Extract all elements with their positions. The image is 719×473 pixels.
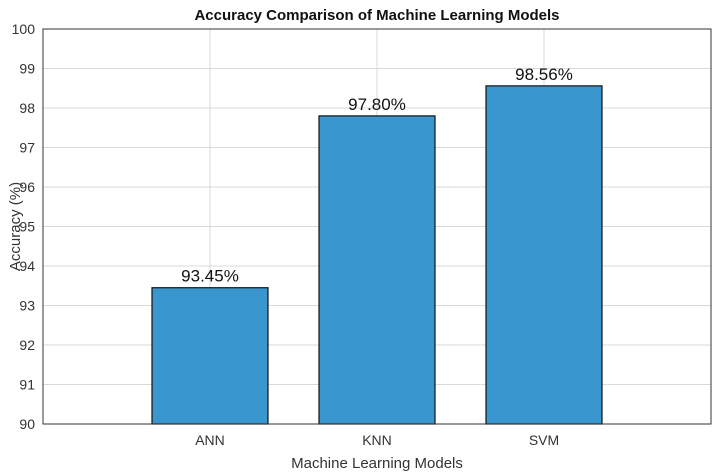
y-axis-label: Accuracy (%) bbox=[7, 182, 24, 271]
y-tick-label: 97 bbox=[19, 140, 35, 156]
data-label-ann: 93.45% bbox=[181, 267, 239, 286]
y-tick-label: 98 bbox=[19, 100, 35, 116]
labels-layer: 93.45% 97.80% 98.56% bbox=[181, 65, 573, 286]
y-tick-label: 95 bbox=[19, 219, 35, 235]
bar-ann bbox=[151, 287, 269, 425]
x-axis-label: Machine Learning Models bbox=[291, 455, 463, 472]
bar-knn bbox=[318, 115, 436, 425]
y-tick-label: 94 bbox=[19, 258, 35, 274]
y-tick-label: 99 bbox=[19, 61, 35, 77]
bars-layer bbox=[151, 85, 603, 425]
y-tick-label: 100 bbox=[12, 21, 36, 37]
x-tick-label-svm: SVM bbox=[529, 432, 559, 448]
data-label-svm: 98.56% bbox=[515, 65, 573, 84]
y-tick-label: 90 bbox=[19, 416, 35, 432]
y-tick-label: 91 bbox=[19, 377, 35, 393]
y-tick-label: 92 bbox=[19, 337, 35, 353]
bar-svm bbox=[485, 85, 603, 425]
chart-title: Accuracy Comparison of Machine Learning … bbox=[194, 7, 559, 24]
data-label-knn: 97.80% bbox=[348, 95, 406, 114]
plot-frame bbox=[42, 28, 712, 425]
tick-layer: 90 91 92 93 94 95 96 97 98 99 100 ANN KNN SVM bbox=[12, 21, 560, 448]
x-tick-label-ann: ANN bbox=[195, 432, 225, 448]
y-tick-label: 93 bbox=[19, 298, 35, 314]
x-tick-label-knn: KNN bbox=[362, 432, 392, 448]
y-tick-label: 96 bbox=[19, 179, 35, 195]
